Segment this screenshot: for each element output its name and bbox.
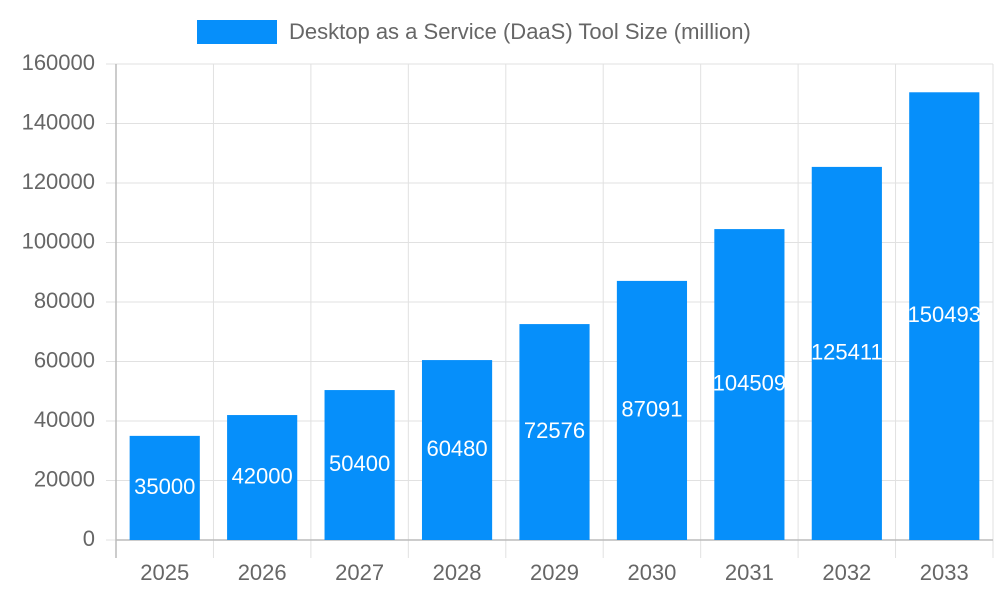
bar: [129, 435, 200, 540]
legend-label: Desktop as a Service (DaaS) Tool Size (m…: [289, 19, 751, 44]
data-label: 125411: [811, 339, 883, 364]
bar: [616, 280, 688, 540]
x-tick-label: 2032: [822, 560, 871, 585]
bar: [811, 166, 882, 540]
data-label: 50400: [329, 451, 390, 476]
x-tick-label: 2025: [140, 560, 189, 585]
bar: [227, 415, 298, 540]
data-label: 60480: [426, 436, 487, 461]
y-tick-label: 160000: [22, 50, 95, 75]
data-label: 150493: [908, 302, 981, 327]
x-tick-label: 2031: [725, 560, 774, 585]
x-tick-label: 2030: [627, 560, 676, 585]
bar: [519, 324, 590, 540]
y-tick-label: 120000: [22, 169, 95, 194]
data-label: 87091: [621, 396, 682, 421]
bar: [714, 229, 785, 540]
x-tick-label: 2033: [920, 560, 969, 585]
data-label: 42000: [232, 463, 293, 488]
bar: [421, 360, 493, 540]
y-tick-label: 100000: [22, 228, 95, 253]
y-tick-label: 140000: [22, 109, 95, 134]
bar: [909, 92, 980, 540]
x-tick-label: 2027: [335, 560, 384, 585]
bar: [324, 390, 395, 540]
data-label: 72576: [524, 418, 585, 443]
y-tick-label: 40000: [34, 407, 95, 432]
y-tick-label: 60000: [34, 347, 95, 372]
data-label: 35000: [134, 474, 195, 499]
x-tick-label: 2026: [238, 560, 287, 585]
y-tick-label: 20000: [34, 466, 95, 491]
x-tick-label: 2028: [433, 560, 482, 585]
x-tick-label: 2029: [530, 560, 579, 585]
y-tick-label: 0: [83, 526, 95, 551]
legend-swatch: [197, 20, 277, 44]
data-label: 104509: [713, 370, 786, 395]
y-tick-label: 80000: [34, 288, 95, 313]
